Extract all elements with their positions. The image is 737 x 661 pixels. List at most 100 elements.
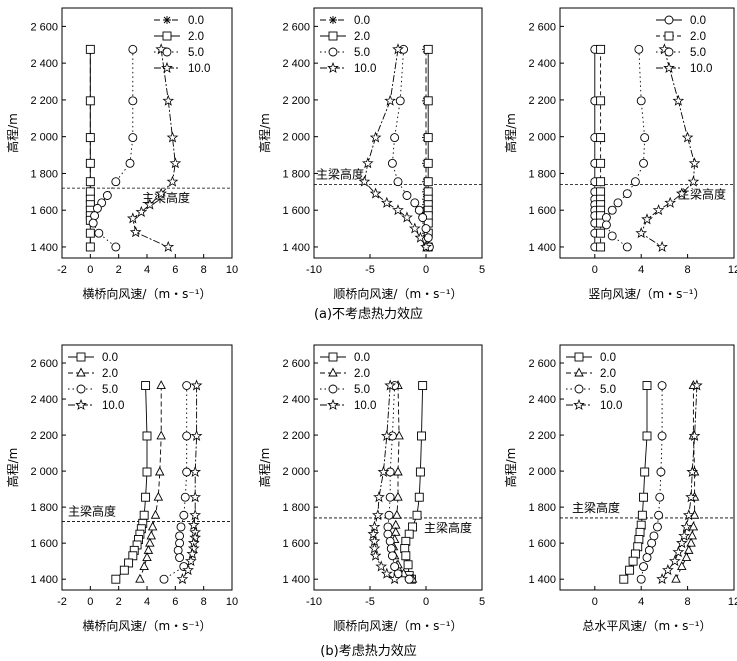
data-point-square: [596, 242, 606, 252]
data-point-star: [369, 549, 382, 561]
data-point-circle: [179, 510, 189, 520]
data-point-star: [368, 542, 381, 554]
legend: 0.0 2.0 5.0 10.0: [68, 352, 124, 412]
data-point-star: [377, 465, 390, 477]
data-point-star: [672, 546, 685, 558]
data-point-circle: [390, 562, 400, 572]
y-tick-label: 2 600: [282, 21, 310, 33]
data-point-triangle: [393, 491, 403, 501]
data-point-square: [141, 492, 151, 502]
data-point-star: [166, 131, 179, 143]
data-point-circle: [622, 242, 632, 252]
data-point-square: [142, 431, 152, 441]
data-point-circle: [175, 553, 185, 563]
data-point-star: [380, 567, 393, 579]
legend-label: 2.0: [102, 368, 118, 380]
y-axis-label: 高程/m: [257, 448, 272, 488]
series-0.0: [619, 381, 652, 584]
x-tick-label: 10: [226, 264, 238, 276]
y-tick-label: 1 400: [528, 574, 556, 586]
y-tick-label: 1 400: [30, 242, 58, 254]
series-10.0: [635, 43, 701, 252]
plot-frame: [559, 344, 735, 591]
y-tick-label: 2 400: [528, 394, 556, 406]
data-point-square: [637, 510, 647, 520]
data-point-star: [635, 227, 648, 239]
data-point-star: [371, 509, 384, 521]
legend-label: 2.0: [354, 368, 370, 380]
series-0.0: [111, 381, 152, 584]
data-point-circle: [402, 191, 412, 200]
series-line: [661, 385, 698, 580]
y-tick-label: 2 000: [282, 466, 310, 478]
y-tick-label: 1 600: [282, 538, 310, 550]
data-point-star: [392, 204, 404, 216]
data-point-circle: [128, 44, 138, 54]
legend: 0.0 2.0 5.0 10.0: [656, 15, 712, 75]
legend-marker-star: [75, 398, 87, 410]
y-tick-label: 1 400: [282, 242, 310, 254]
data-point-circle: [102, 191, 112, 200]
data-point-star: [680, 520, 693, 532]
data-point-star: [388, 573, 401, 585]
data-point-star: [688, 429, 701, 441]
data-point-circle: [387, 158, 397, 168]
data-point-square: [423, 177, 433, 187]
x-tick-label: 8: [201, 264, 207, 276]
legend-label: 2.0: [690, 31, 706, 43]
legend-label: 5.0: [600, 384, 616, 396]
data-point-circle: [601, 220, 611, 230]
data-point-square: [403, 560, 413, 570]
series-line: [139, 385, 162, 580]
plot-frame: [313, 344, 483, 591]
data-point-triangle: [677, 561, 687, 571]
legend-marker-triangle: [76, 367, 86, 377]
x-tick-label: 2: [116, 596, 122, 608]
legend-marker-circle: [328, 47, 338, 57]
data-point-circle: [111, 242, 121, 252]
x-axis-label: 顺桥向风速/（m・s⁻¹）: [333, 618, 462, 633]
y-tick-label: 2 400: [30, 394, 58, 406]
data-point-triangle: [393, 466, 403, 476]
data-point-square: [401, 551, 411, 561]
data-point-star: [126, 212, 139, 224]
data-point-triangle: [391, 526, 401, 536]
legend-marker-square: [76, 352, 86, 362]
data-point-star: [189, 531, 202, 543]
data-point-triangle: [688, 521, 699, 531]
data-point-circle: [173, 545, 183, 555]
data-point-star: [414, 231, 427, 243]
girder-height-label: 主梁高度: [572, 500, 620, 515]
data-point-star: [686, 465, 699, 477]
data-point-square: [596, 228, 606, 238]
data-point-square: [85, 44, 95, 54]
data-point-circle: [395, 96, 405, 106]
data-point-square: [414, 492, 424, 502]
x-tick-label: 6: [172, 264, 178, 276]
y-tick-label: 2 600: [528, 21, 556, 33]
y-tick-label: 2 000: [528, 466, 556, 478]
legend-label: 0.0: [690, 15, 706, 27]
data-point-circle: [410, 198, 420, 208]
data-point-triangle: [156, 380, 166, 389]
data-point-circle: [92, 203, 102, 213]
y-tick-label: 2 600: [30, 358, 58, 370]
x-tick-label: -5: [365, 596, 375, 608]
y-tick-label: 2 200: [30, 95, 58, 107]
data-point-star: [166, 175, 179, 187]
x-tick-label: 8: [201, 596, 207, 608]
data-point-star: [672, 94, 685, 106]
y-tick-label: 2 200: [282, 95, 310, 107]
legend-marker-triangle: [574, 367, 584, 377]
legend-label: 10.0: [354, 400, 376, 412]
data-point-square: [423, 44, 433, 54]
x-tick-label: -10: [306, 264, 322, 276]
data-point-square: [619, 574, 629, 584]
data-point-triangle: [145, 537, 155, 547]
data-point-square: [642, 431, 652, 441]
data-point-triangle: [394, 430, 404, 440]
series-line: [675, 385, 696, 580]
data-point-star: [129, 226, 142, 238]
data-point-square: [423, 96, 433, 106]
data-point-triangle: [143, 544, 154, 554]
